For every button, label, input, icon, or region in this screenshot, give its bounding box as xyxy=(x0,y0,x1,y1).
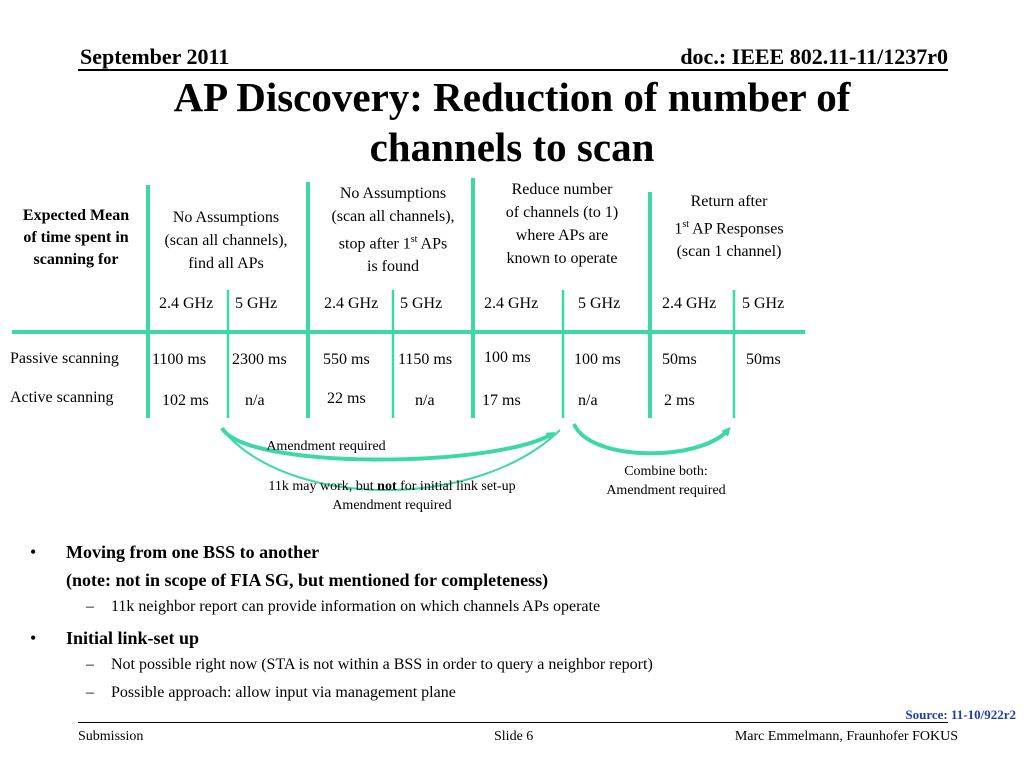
bullet-text: (note: not in scope of FIA SG, but menti… xyxy=(66,570,549,590)
bullet-item: • Moving from one BSS to another (note: … xyxy=(30,538,930,594)
slide-title: AP Discovery: Reduction of number of cha… xyxy=(60,72,964,172)
column-header-4: Return after 1st AP Responses (scan 1 ch… xyxy=(654,190,804,263)
column-header-3: Reduce number of channels (to 1) where A… xyxy=(478,178,646,270)
footer-rule xyxy=(78,722,948,723)
bullet-list: • Moving from one BSS to another (note: … xyxy=(30,538,930,710)
sub-bullet-text: Not possible right now (STA is not withi… xyxy=(111,656,653,673)
column-header-line: Return after xyxy=(690,193,768,210)
freq-label: 2.4 GHz xyxy=(159,295,214,312)
sub-bullet-item: – Not possible right now (STA is not wit… xyxy=(30,654,930,676)
footer-author: Marc Emmelmann, Fraunhofer FOKUS xyxy=(734,729,958,744)
column-header-line: Reduce number xyxy=(511,181,613,198)
annotation-11k: 11k may work, but not for initial link s… xyxy=(222,477,562,515)
dash-icon: – xyxy=(86,656,94,673)
table-cell: 17 ms xyxy=(482,392,521,409)
column-header-line: No Assumptions xyxy=(172,209,280,226)
bullet-text: Moving from one BSS to another xyxy=(66,542,320,562)
table-cell: n/a xyxy=(578,392,598,409)
column-header-1: No Assumptions (scan all channels), find… xyxy=(146,206,306,275)
row-label-passive: Passive scanning xyxy=(10,350,119,367)
row-header-line: Expected Mean xyxy=(22,207,130,224)
sub-bullet-text: Possible approach: allow input via manag… xyxy=(111,684,456,701)
sub-bullet-item: – Possible approach: allow input via man… xyxy=(30,682,930,704)
column-header-line: is found xyxy=(367,258,419,276)
column-header-line: find all APs xyxy=(188,255,264,272)
header-date: September 2011 xyxy=(80,44,230,69)
table-cell: 22 ms xyxy=(327,390,366,407)
freq-label: 5 GHz xyxy=(400,295,443,312)
table-cell: n/a xyxy=(245,392,265,409)
bullet-icon: • xyxy=(30,542,37,562)
table-cell: 1100 ms xyxy=(152,351,207,368)
sub-bullet-text: 11k neighbor report can provide informat… xyxy=(111,598,601,615)
column-header-line: known to operate xyxy=(506,250,618,267)
annotation-emphasis: not xyxy=(377,479,397,494)
freq-label: 5 GHz xyxy=(742,295,785,312)
column-header-2: No Assumptions (scan all channels), stop… xyxy=(310,182,476,278)
column-header-text: APs xyxy=(417,235,448,253)
annotation-combine-line2: Amendment required xyxy=(606,483,726,498)
freq-label: 2.4 GHz xyxy=(484,295,539,312)
freq-label: 5 GHz xyxy=(235,295,278,312)
table-cell: 2300 ms xyxy=(232,351,287,368)
dash-icon: – xyxy=(86,684,94,701)
column-header-line: (scan 1 channel) xyxy=(676,243,782,261)
table-cell: 102 ms xyxy=(162,392,209,409)
column-header-line: (scan all channels), xyxy=(331,208,455,225)
table-cell: 50ms xyxy=(662,351,697,368)
row-header-line: of time spent in xyxy=(23,229,129,246)
superscript: st xyxy=(682,219,690,230)
table-cell: 50ms xyxy=(746,351,781,368)
annotation-combine: Combine both: Amendment required xyxy=(576,462,756,500)
annotation-text: 11k may work, but xyxy=(268,479,378,494)
arrow-11k xyxy=(227,429,561,491)
footer-slide-number: Slide 6 xyxy=(494,729,534,744)
annotation-11k-line2: Amendment required xyxy=(332,498,452,513)
column-header-line: stop after 1st APs xyxy=(310,228,476,255)
annotation-text: for initial link set-up xyxy=(396,479,516,494)
title-line-2: channels to scan xyxy=(369,124,655,170)
column-header-line: of channels (to 1) xyxy=(505,204,619,221)
annotation-combine-line1: Combine both: xyxy=(624,464,708,479)
arrow-combine xyxy=(572,423,731,456)
bullet-icon: • xyxy=(30,628,37,648)
sub-bullet-item: – 11k neighbor report can provide inform… xyxy=(30,596,930,618)
column-header-line: where APs are xyxy=(515,227,609,244)
table-cell: 100 ms xyxy=(574,351,621,368)
arrow-amendment xyxy=(220,426,556,462)
table-cell: 1150 ms xyxy=(398,351,453,368)
column-header-text: stop after 1 xyxy=(338,235,411,253)
column-header-line: No Assumptions xyxy=(339,185,447,202)
row-header: Expected Mean of time spent in scanning … xyxy=(6,205,146,271)
bullet-text: Initial link-set up xyxy=(66,628,200,648)
column-header-text: 1 xyxy=(674,220,683,238)
source-label: Source: 11-10/922r2 xyxy=(905,707,1016,722)
dash-icon: – xyxy=(86,598,94,615)
freq-label: 5 GHz xyxy=(578,295,621,312)
footer-submission: Submission xyxy=(78,729,144,744)
annotation-amendment: Amendment required xyxy=(266,439,386,454)
freq-label: 2.4 GHz xyxy=(324,295,379,312)
table-cell: n/a xyxy=(415,392,435,409)
header-rule xyxy=(78,69,948,71)
header-doc-id: doc.: IEEE 802.11-11/1237r0 xyxy=(680,44,948,69)
row-header-line: scanning for xyxy=(33,251,119,268)
table-cell: 100 ms xyxy=(484,349,531,366)
column-header-line: 1st AP Responses xyxy=(654,213,804,240)
table-cell: 2 ms xyxy=(664,392,695,409)
column-header-line: (scan all channels), xyxy=(164,232,288,249)
title-line-1: AP Discovery: Reduction of number of xyxy=(173,74,851,120)
superscript: st xyxy=(410,234,418,245)
table-cell: 550 ms xyxy=(323,351,370,368)
bullet-item: • Initial link-set up xyxy=(30,624,930,652)
row-label-active: Active scanning xyxy=(10,389,114,406)
freq-label: 2.4 GHz xyxy=(662,295,717,312)
annotation-11k-line1: 11k may work, but not for initial link s… xyxy=(222,477,562,496)
column-header-text: AP Responses xyxy=(689,220,784,238)
